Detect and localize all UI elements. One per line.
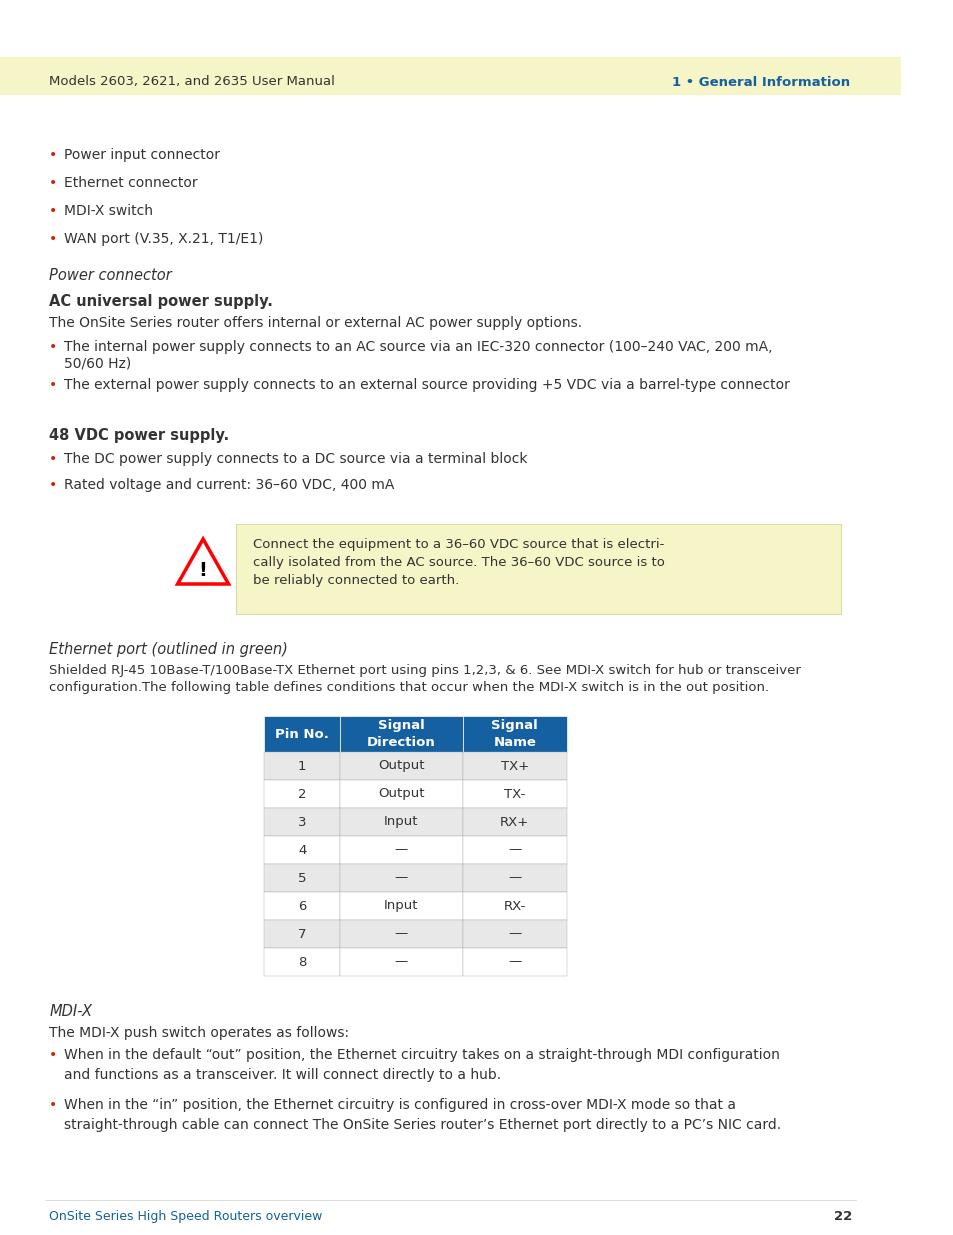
Text: •: •: [49, 340, 57, 354]
Text: Ethernet connector: Ethernet connector: [64, 177, 197, 190]
Text: Ethernet port (outlined in green): Ethernet port (outlined in green): [49, 642, 288, 657]
Text: RX-: RX-: [503, 899, 525, 913]
FancyBboxPatch shape: [339, 716, 462, 752]
Text: Models 2603, 2621, and 2635 User Manual: Models 2603, 2621, and 2635 User Manual: [49, 75, 335, 89]
Text: —: —: [508, 956, 521, 968]
FancyBboxPatch shape: [462, 948, 566, 976]
FancyBboxPatch shape: [264, 752, 339, 781]
Text: Rated voltage and current: 36–60 VDC, 400 mA: Rated voltage and current: 36–60 VDC, 40…: [64, 478, 395, 492]
FancyBboxPatch shape: [462, 752, 566, 781]
Text: —: —: [395, 844, 408, 857]
FancyBboxPatch shape: [462, 716, 566, 752]
Text: When in the default “out” position, the Ethernet circuitry takes on a straight-t: When in the default “out” position, the …: [64, 1049, 780, 1082]
Text: The OnSite Series router offers internal or external AC power supply options.: The OnSite Series router offers internal…: [49, 316, 581, 330]
FancyBboxPatch shape: [462, 920, 566, 948]
FancyBboxPatch shape: [264, 836, 339, 864]
Text: •: •: [49, 378, 57, 391]
Text: Power input connector: Power input connector: [64, 148, 220, 162]
FancyBboxPatch shape: [339, 864, 462, 892]
Text: Output: Output: [377, 788, 424, 800]
FancyBboxPatch shape: [264, 920, 339, 948]
FancyBboxPatch shape: [236, 524, 840, 614]
Text: —: —: [395, 872, 408, 884]
FancyBboxPatch shape: [339, 836, 462, 864]
FancyBboxPatch shape: [462, 781, 566, 808]
Text: 3: 3: [297, 815, 306, 829]
Text: 48 VDC power supply.: 48 VDC power supply.: [49, 429, 229, 443]
Text: 4: 4: [297, 844, 306, 857]
Text: •: •: [49, 1049, 57, 1062]
Text: —: —: [395, 956, 408, 968]
FancyBboxPatch shape: [264, 808, 339, 836]
Text: •: •: [49, 204, 57, 219]
Text: Connect the equipment to a 36–60 VDC source that is electri-
cally isolated from: Connect the equipment to a 36–60 VDC sou…: [253, 538, 664, 587]
Text: 5: 5: [297, 872, 306, 884]
Text: The DC power supply connects to a DC source via a terminal block: The DC power supply connects to a DC sou…: [64, 452, 527, 466]
Text: Pin No.: Pin No.: [275, 727, 329, 741]
Text: MDI-X: MDI-X: [49, 1004, 92, 1019]
Text: 2: 2: [297, 788, 306, 800]
Text: Input: Input: [384, 815, 418, 829]
Text: 7: 7: [297, 927, 306, 941]
FancyBboxPatch shape: [0, 57, 901, 95]
Text: •: •: [49, 1098, 57, 1112]
FancyBboxPatch shape: [339, 920, 462, 948]
Text: TX+: TX+: [500, 760, 528, 773]
Text: Signal
Name: Signal Name: [491, 720, 537, 748]
Text: •: •: [49, 232, 57, 246]
Text: 1 • General Information: 1 • General Information: [671, 75, 849, 89]
Text: •: •: [49, 452, 57, 466]
Text: —: —: [395, 927, 408, 941]
Text: Shielded RJ-45 10Base-T/100Base-TX Ethernet port using pins 1,2,3, & 6. See MDI-: Shielded RJ-45 10Base-T/100Base-TX Ether…: [49, 664, 801, 694]
Text: 6: 6: [297, 899, 306, 913]
Text: •: •: [49, 177, 57, 190]
Text: 8: 8: [297, 956, 306, 968]
FancyBboxPatch shape: [264, 716, 339, 752]
Polygon shape: [177, 538, 229, 584]
Text: Power connector: Power connector: [49, 268, 172, 283]
FancyBboxPatch shape: [339, 752, 462, 781]
FancyBboxPatch shape: [462, 808, 566, 836]
FancyBboxPatch shape: [462, 864, 566, 892]
Text: 1: 1: [297, 760, 306, 773]
Text: —: —: [508, 927, 521, 941]
Text: TX-: TX-: [503, 788, 525, 800]
FancyBboxPatch shape: [462, 892, 566, 920]
Text: WAN port (V.35, X.21, T1/E1): WAN port (V.35, X.21, T1/E1): [64, 232, 263, 246]
FancyBboxPatch shape: [264, 948, 339, 976]
Text: •: •: [49, 478, 57, 492]
Text: !: !: [198, 562, 208, 580]
FancyBboxPatch shape: [339, 892, 462, 920]
Text: •: •: [49, 148, 57, 162]
FancyBboxPatch shape: [339, 781, 462, 808]
Text: MDI-X switch: MDI-X switch: [64, 204, 153, 219]
Text: The external power supply connects to an external source providing +5 VDC via a : The external power supply connects to an…: [64, 378, 789, 391]
FancyBboxPatch shape: [264, 892, 339, 920]
FancyBboxPatch shape: [264, 864, 339, 892]
Text: —: —: [508, 844, 521, 857]
Text: Output: Output: [377, 760, 424, 773]
FancyBboxPatch shape: [339, 948, 462, 976]
Text: RX+: RX+: [499, 815, 529, 829]
Text: OnSite Series High Speed Routers overview: OnSite Series High Speed Routers overvie…: [49, 1210, 322, 1223]
FancyBboxPatch shape: [462, 836, 566, 864]
Text: The internal power supply connects to an AC source via an IEC-320 connector (100: The internal power supply connects to an…: [64, 340, 772, 370]
Text: When in the “in” position, the Ethernet circuitry is configured in cross-over MD: When in the “in” position, the Ethernet …: [64, 1098, 781, 1131]
Text: Signal
Direction: Signal Direction: [367, 720, 436, 748]
Text: Input: Input: [384, 899, 418, 913]
Text: 22: 22: [833, 1210, 851, 1223]
FancyBboxPatch shape: [339, 808, 462, 836]
Text: The MDI-X push switch operates as follows:: The MDI-X push switch operates as follow…: [49, 1026, 349, 1040]
Text: AC universal power supply.: AC universal power supply.: [49, 294, 273, 309]
Text: —: —: [508, 872, 521, 884]
FancyBboxPatch shape: [264, 781, 339, 808]
